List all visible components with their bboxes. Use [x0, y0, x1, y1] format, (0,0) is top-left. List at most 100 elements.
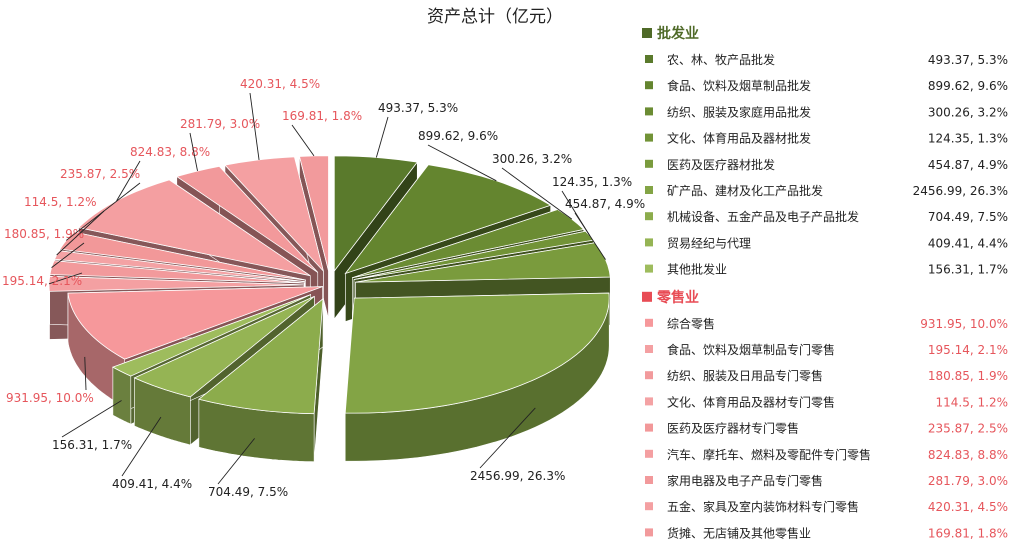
legend-label: 贸易经纪与代理 [667, 236, 751, 250]
leader-line [427, 144, 497, 182]
leader-line [84, 356, 87, 391]
legend-label: 家用电器及电子产品专门零售 [667, 473, 823, 488]
legend-value: 824.83, 8.8% [928, 448, 1008, 462]
legend-value: 124.35, 1.3% [928, 132, 1008, 146]
data-label: 300.26, 3.2% [492, 152, 572, 166]
legend-value: 195.14, 2.1% [928, 343, 1008, 357]
legend-value: 704.49, 7.5% [928, 210, 1008, 224]
data-label: 899.62, 9.6% [418, 129, 498, 143]
legend-value: 2456.99, 26.3% [913, 184, 1008, 198]
pie-slice-wholesale-7 [198, 297, 324, 463]
data-labels: 493.37, 5.3% 899.62, 9.6% 300.26, 3.2% 124.… [2, 77, 645, 499]
leader-line [479, 407, 536, 469]
legend-label: 文化、体育用品及器材专门零售 [667, 394, 835, 409]
data-label: 931.95, 10.0% [6, 391, 94, 405]
data-label: 195.14, 2.1% [2, 274, 82, 288]
leader-line [65, 182, 141, 241]
legend-value: 899.62, 9.6% [928, 79, 1008, 93]
legend-marker [645, 133, 653, 142]
legend-marker [645, 476, 653, 484]
legend-value: 180.85, 1.9% [928, 369, 1008, 383]
leader-line [217, 438, 255, 485]
legend-marker [645, 528, 653, 537]
legend-marker [645, 423, 653, 432]
legend-marker [645, 159, 653, 168]
data-label: 169.81, 1.8% [282, 109, 362, 123]
legend-marker [645, 238, 653, 247]
legend-marker [645, 345, 653, 353]
data-label: 824.83, 8.8% [130, 145, 210, 159]
legend-label: 农、林、牧产品批发 [667, 52, 775, 67]
leader-line [574, 212, 606, 260]
legend-label: 文化、体育用品及器材批发 [667, 131, 811, 146]
leader-line [121, 416, 162, 477]
legend-marker [645, 449, 653, 458]
leader-line [51, 242, 85, 268]
legend-group-title: 批发业 [657, 25, 699, 42]
chart-title: 资产总计（亿元） [427, 7, 563, 27]
legend-marker [645, 81, 653, 90]
legend-label: 货摊、无店铺及其他零售业 [667, 525, 811, 540]
legend-value: 454.87, 4.9% [928, 158, 1008, 172]
data-label: 704.49, 7.5% [208, 485, 288, 499]
legend-marker [645, 318, 653, 327]
legend-label: 其他批发业 [667, 262, 727, 277]
legend-marker [645, 371, 653, 380]
legend-value: 156.31, 1.7% [928, 263, 1008, 277]
legend-marker [645, 186, 653, 194]
legend-value: 931.95, 10.0% [920, 317, 1008, 331]
leader-line [189, 132, 198, 172]
leader-line [375, 116, 389, 158]
legend-marker [645, 264, 653, 273]
legend-label: 纺织、服装及日用品专门零售 [667, 368, 823, 383]
leader-line [116, 160, 141, 202]
pie-slice-wholesale-6 [344, 292, 610, 462]
legend-value: 493.37, 5.3% [928, 53, 1008, 67]
data-label: 114.5, 1.2% [24, 195, 96, 209]
data-label: 454.87, 4.9% [565, 197, 645, 211]
legend-marker [645, 397, 653, 406]
leader-line [501, 167, 573, 220]
data-label: 124.35, 1.3% [552, 175, 632, 189]
legend-marker [645, 502, 653, 511]
legend-label: 医药及医疗器材批发 [667, 157, 775, 172]
legend-label: 纺织、服装及家庭用品批发 [667, 104, 811, 119]
legend-label: 食品、饮料及烟草制品批发 [667, 78, 811, 93]
legend-label: 食品、饮料及烟草制品专门零售 [667, 342, 835, 357]
legend-marker [645, 212, 653, 221]
leader-line [249, 92, 260, 160]
data-label: 281.79, 3.0% [180, 117, 260, 131]
leader-line [61, 400, 122, 438]
legend-value: 235.87, 2.5% [928, 422, 1008, 436]
legend-value: 281.79, 3.0% [928, 474, 1008, 488]
legend-label: 矿产品、建材及化工产品批发 [667, 183, 823, 198]
legend-label: 综合零售 [667, 316, 715, 331]
legend-group-marker [642, 28, 652, 38]
data-label: 493.37, 5.3% [378, 101, 458, 115]
leader-line [56, 210, 105, 256]
data-label: 235.87, 2.5% [60, 167, 140, 181]
data-label: 156.31, 1.7% [52, 438, 132, 452]
legend-value: 114.5, 1.2% [936, 395, 1008, 409]
legend-value: 409.41, 4.4% [928, 236, 1008, 250]
legend-value: 420.31, 4.5% [928, 500, 1008, 514]
data-label: 409.41, 4.4% [112, 477, 192, 491]
legend-value: 300.26, 3.2% [928, 105, 1008, 119]
legend-label: 五金、家具及室内装饰材料专门零售 [667, 499, 859, 514]
legend-label: 医药及医疗器材专门零售 [667, 421, 799, 436]
legend-marker [645, 55, 653, 63]
legend-group-title: 零售业 [656, 289, 699, 306]
leader-line [48, 272, 83, 285]
legend-group-marker [642, 291, 652, 302]
legend-label: 机械设备、五金产品及电子产品批发 [667, 209, 859, 224]
pie-layer [48, 155, 611, 463]
data-label: 2456.99, 26.3% [470, 469, 565, 483]
legend-value: 169.81, 1.8% [928, 526, 1008, 540]
data-label: 180.85, 1.9% [4, 227, 84, 241]
leader-line [291, 124, 315, 157]
legend-label: 汽车、摩托车、燃料及零配件专门零售 [667, 447, 871, 462]
data-label: 420.31, 4.5% [240, 77, 320, 91]
legend-marker [645, 107, 653, 116]
